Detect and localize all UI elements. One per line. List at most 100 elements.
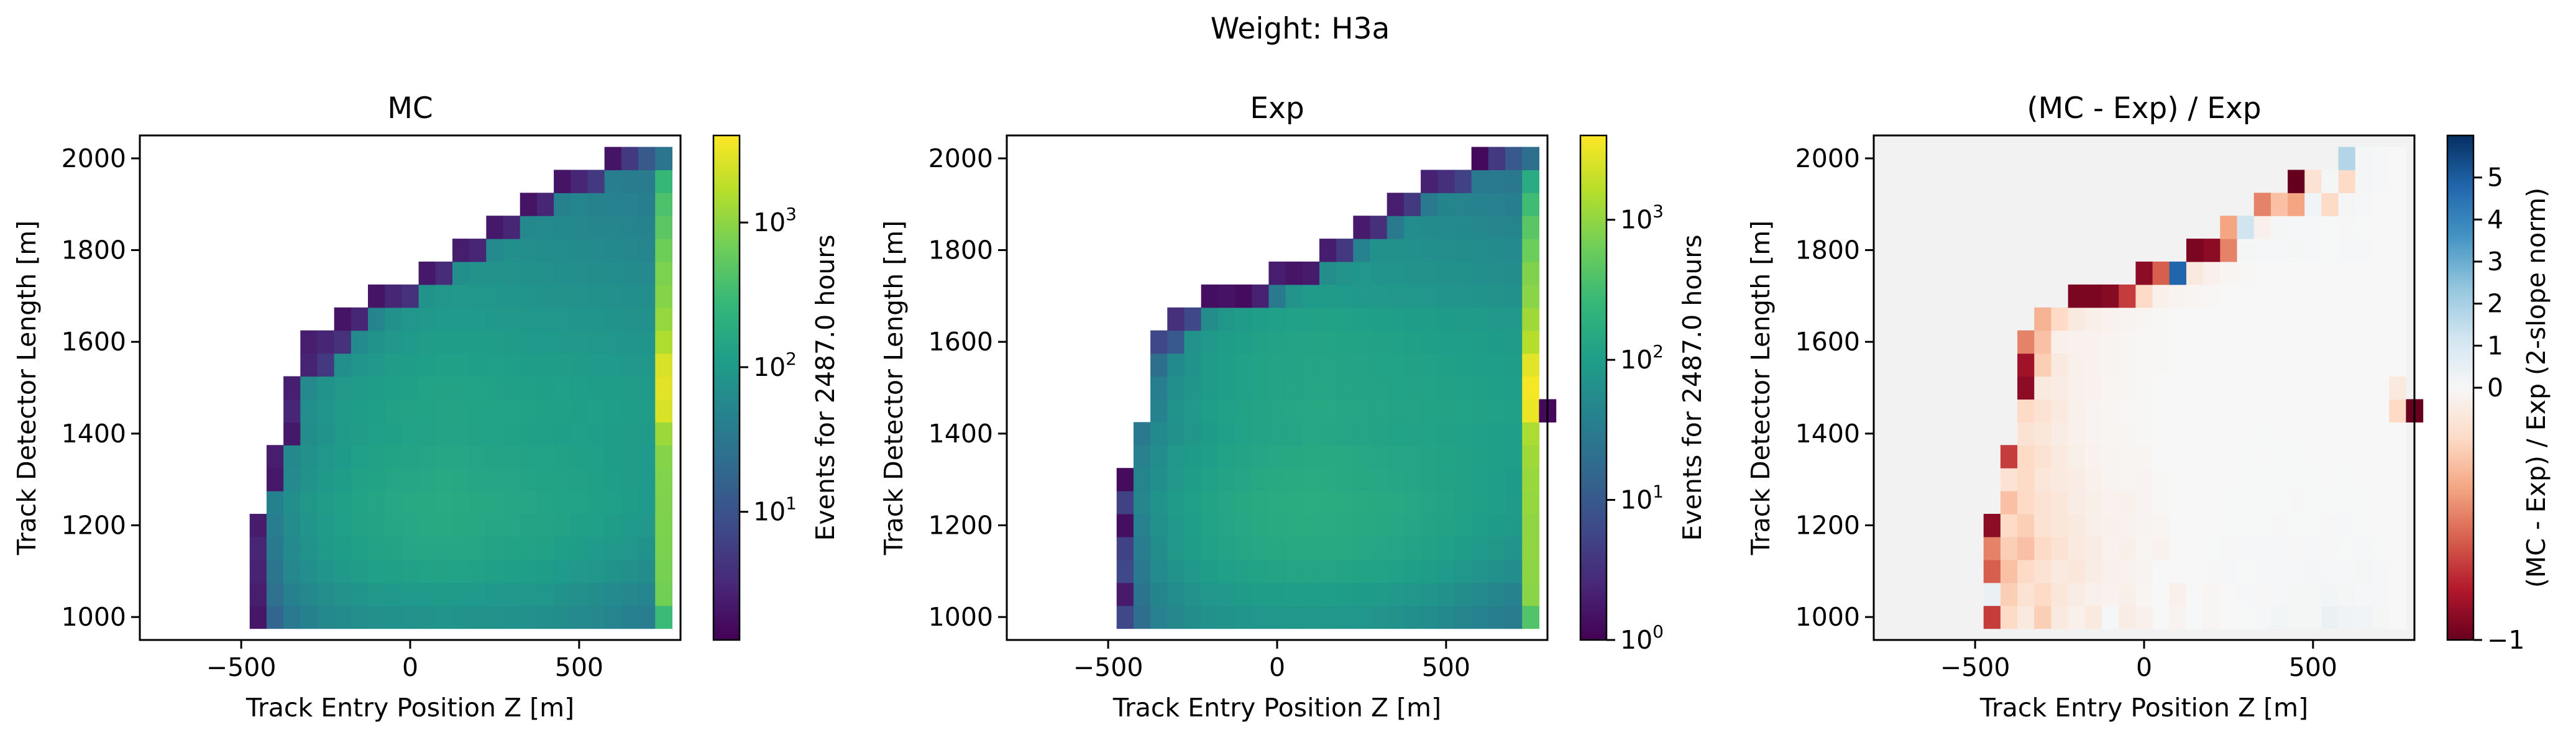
heatmap-cell [435,445,453,468]
heatmap-cell [2152,445,2170,468]
heatmap-cell [1353,491,1371,514]
heatmap-cell [554,491,571,514]
heatmap-cell [2270,468,2288,491]
y-tick-label: 2000 [928,144,993,173]
heatmap-cell [435,376,453,400]
heatmap-cell [1437,239,1455,262]
heatmap-cell [1201,491,1219,514]
heatmap-cell [452,445,470,468]
heatmap-cell [2237,376,2255,400]
heatmap-cell [1387,399,1405,423]
heatmap-cell [2253,445,2271,468]
heatmap-cell [283,468,301,491]
heatmap-cell [401,422,419,445]
figure-suptitle: Weight: H3a [1211,12,1390,46]
heatmap-cell [2051,399,2069,423]
panel-exp-colorbar-label: Events for 2487.0 hours [1677,234,1707,541]
heatmap-cell [621,605,639,629]
heatmap-cell [2321,262,2339,285]
x-tick-label: 0 [2136,652,2152,682]
heatmap-cell [2270,284,2288,308]
heatmap-cell [2119,399,2137,423]
heatmap-cell [638,216,656,239]
heatmap-cell [2389,422,2407,445]
heatmap-cell [249,536,267,560]
heatmap-cell [435,353,453,377]
heatmap-cell [1217,514,1235,537]
heatmap-cell [2355,262,2373,285]
heatmap-cell [1370,216,1388,239]
y-tick-label: 1800 [62,235,126,265]
heatmap-cell [1488,536,1506,560]
heatmap-cell [1370,514,1388,537]
heatmap-cell [2237,422,2255,445]
heatmap-cell [2389,284,2407,308]
heatmap-cell [2152,376,2170,400]
heatmap-cell [452,582,470,606]
heatmap-cell [2338,559,2356,583]
heatmap-cell [1471,193,1489,216]
heatmap-cell [1302,262,1320,285]
heatmap-cell [1235,582,1252,606]
heatmap-cell [2068,468,2086,491]
heatmap-cell [1983,605,2001,629]
heatmap-cell [351,491,369,514]
heatmap-cell [1184,422,1202,445]
heatmap-cell [2220,445,2238,468]
heatmap-cell [2119,491,2137,514]
heatmap-cell [2102,468,2119,491]
heatmap-cell [1437,307,1455,331]
heatmap-cell [368,445,385,468]
heatmap-cell [2304,170,2322,193]
heatmap-cell [1387,605,1405,629]
heatmap-cell [2119,284,2137,308]
heatmap-cell [1403,330,1421,354]
heatmap-cell [554,284,571,308]
heatmap-cell [334,536,352,560]
heatmap-cell [2068,559,2086,583]
heatmap-cell [1217,330,1235,354]
heatmap-cell [2389,376,2407,400]
heatmap-cell [1403,284,1421,308]
heatmap-cell [1403,376,1421,400]
heatmap-cell [469,399,487,423]
heatmap-cell [655,330,673,354]
heatmap-cell [351,399,369,423]
heatmap-cell [2135,284,2153,308]
heatmap-cell [300,330,318,354]
colorbar-tick-label: 103 [753,204,797,237]
heatmap-cell [385,445,403,468]
heatmap-cell [1285,536,1303,560]
heatmap-cell [2169,422,2187,445]
heatmap-cell [2186,353,2204,377]
heatmap-cell [604,559,622,583]
heatmap-cell [1319,376,1337,400]
heatmap-cell [2000,536,2018,560]
heatmap-cell [1505,514,1523,537]
heatmap-cell [571,193,589,216]
heatmap-cell [401,353,419,377]
heatmap-cell [1235,353,1252,377]
heatmap-cell [368,330,385,354]
heatmap-cell [1522,445,1540,468]
heatmap-cell [2338,376,2356,400]
panel-ratio-xticks: −500 0 500 [1940,640,2337,682]
heatmap-cell [1302,284,1320,308]
heatmap-cell [2084,468,2102,491]
heatmap-cell [2220,559,2238,583]
panel-mc: MC −500 0 500 1000 1200 1400 1600 1800 2000 Tra… [12,91,840,723]
panel-mc-heatmap [249,147,673,629]
heatmap-cell [571,262,589,285]
heatmap-cell [1235,605,1252,629]
heatmap-cell [2169,330,2187,354]
heatmap-cell [2084,353,2102,377]
heatmap-cell [385,514,403,537]
heatmap-cell [1285,514,1303,537]
heatmap-cell [2186,605,2204,629]
heatmap-cell [1403,239,1421,262]
heatmap-cell [2355,582,2373,606]
heatmap-cell [2372,262,2390,285]
heatmap-cell [435,330,453,354]
panel-exp-xlabel: Track Entry Position Z [m] [1112,693,1441,723]
heatmap-cell [2253,330,2271,354]
